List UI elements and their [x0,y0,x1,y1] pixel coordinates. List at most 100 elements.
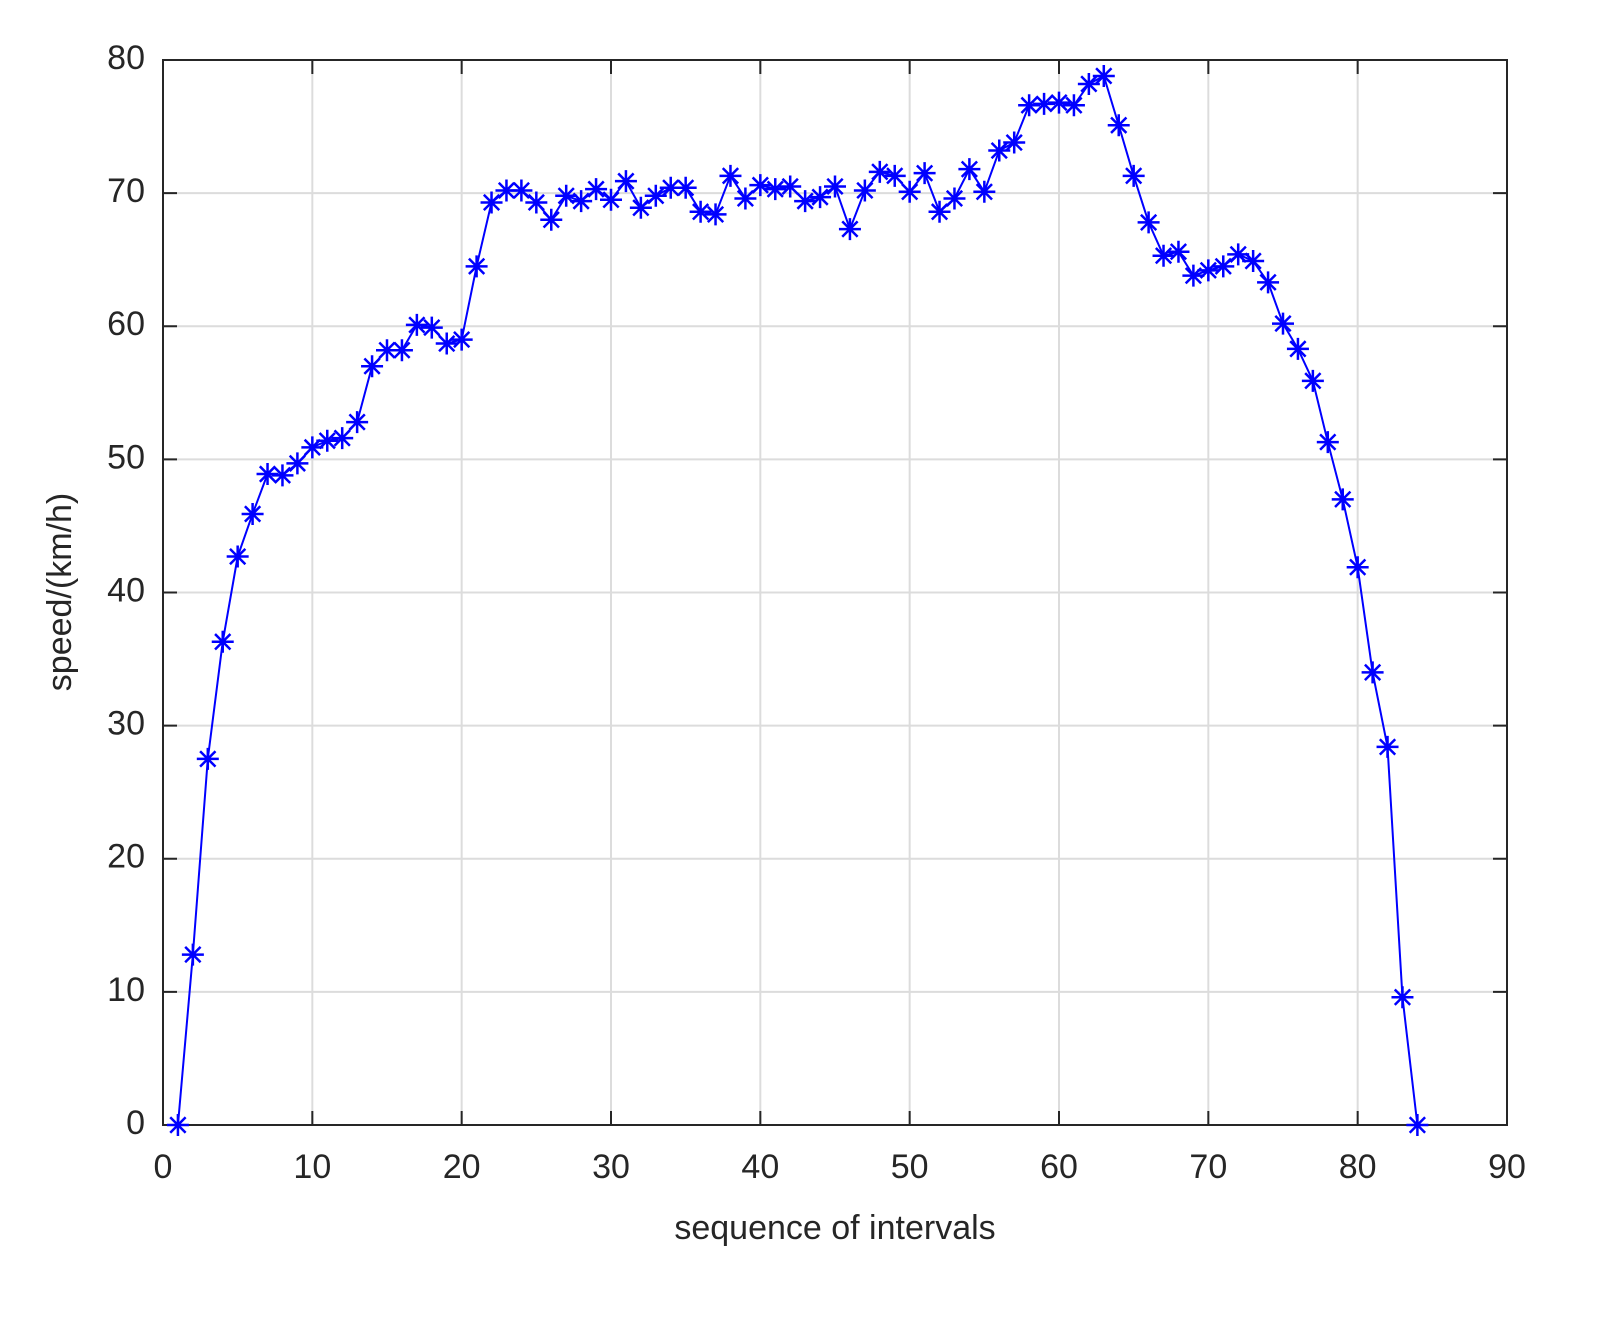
marker [809,186,832,209]
marker [1152,244,1175,267]
marker [271,464,294,487]
x-tick-label: 70 [1189,1148,1227,1186]
marker [1361,661,1384,684]
y-tick-label: 20 [107,838,145,876]
y-tick-label: 10 [107,971,145,1009]
marker [988,139,1011,162]
marker [1003,131,1026,154]
x-tick-label: 30 [592,1148,630,1186]
marker [226,545,249,568]
marker [495,179,518,202]
marker [1257,271,1280,294]
plot-frame [162,59,1508,1126]
y-axis-label: speed/(km/h) [41,493,79,691]
marker [838,218,861,241]
marker [704,203,727,226]
marker [600,188,622,211]
marker [196,747,219,770]
marker [1018,94,1041,117]
y-tick-label: 40 [107,571,145,609]
marker [241,502,264,525]
marker [853,179,876,202]
marker [301,436,324,459]
marker [211,630,234,653]
marker [181,943,204,966]
marker [1182,264,1205,287]
marker [346,411,369,434]
marker [749,174,772,197]
marker [644,184,667,207]
y-tick-label: 0 [126,1104,145,1142]
marker [1092,64,1115,87]
marker [1077,72,1100,95]
marker [973,180,996,203]
marker [719,164,742,187]
marker [420,316,443,339]
marker [390,339,413,362]
marker [166,1114,189,1136]
y-tick-label: 80 [107,39,145,77]
marker [1033,92,1056,115]
data-line [176,74,1419,1126]
marker [361,355,384,378]
marker [1197,259,1220,282]
x-axis-label: sequence of intervals [674,1209,995,1247]
x-tick-label: 40 [741,1148,779,1186]
marker [1391,986,1414,1009]
marker [734,187,757,210]
marker [764,178,787,201]
marker [585,178,608,201]
marker [883,164,906,187]
marker [779,175,802,198]
marker [1286,337,1309,360]
x-tick-label: 80 [1339,1148,1377,1186]
x-tick-label: 90 [1488,1148,1526,1186]
marker [1301,369,1324,392]
marker [570,190,593,213]
marker [465,255,488,278]
marker [1227,243,1250,266]
marker [1167,240,1190,263]
marker [286,452,309,475]
marker [525,191,548,214]
marker [510,179,533,202]
marker [913,162,936,185]
marker [1346,556,1369,579]
marker [1272,312,1294,335]
marker [824,175,846,198]
marker [689,200,712,223]
y-tick-label: 50 [107,438,145,476]
marker [480,191,503,214]
marker [1122,164,1145,187]
x-tick-label: 0 [154,1148,173,1186]
marker [1048,91,1070,114]
marker [629,196,652,219]
x-tick-label: 50 [891,1148,929,1186]
marker [1376,735,1399,758]
marker [674,176,697,199]
y-tick-label: 60 [107,305,145,343]
y-tick-label: 30 [107,705,145,743]
marker [316,429,339,452]
marker [928,200,951,223]
x-tick-label: 20 [443,1148,481,1186]
marker [331,427,354,450]
marker [555,184,578,207]
marker [435,332,458,355]
marker [1212,255,1235,278]
marker [943,187,966,210]
marker [898,180,921,203]
marker [1406,1114,1429,1136]
marker [256,463,279,486]
marker [1331,488,1354,511]
x-tick-label: 60 [1040,1148,1078,1186]
y-tick-label: 70 [107,172,145,210]
marker [614,170,637,193]
marker [1062,94,1085,117]
marker [540,208,563,231]
marker [958,158,981,181]
marker [868,160,891,183]
marker [1107,114,1130,137]
